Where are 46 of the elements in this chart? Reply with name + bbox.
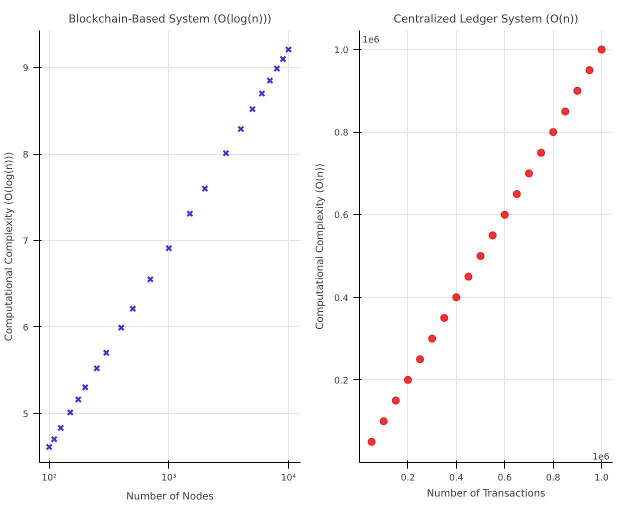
x-tick-label: 10⁴	[280, 474, 296, 484]
y-tick-label: 7	[22, 236, 29, 247]
x-axis-title: Number of Transactions	[426, 488, 546, 500]
y-tick-label: 1.0	[334, 46, 349, 56]
y-tick-label: 0.6	[334, 211, 349, 222]
point	[440, 314, 448, 322]
y-tick-label: 8	[22, 150, 29, 161]
point	[392, 396, 400, 405]
y-tick-label: 9	[22, 64, 29, 74]
point	[488, 231, 497, 240]
point	[464, 272, 472, 281]
point	[586, 66, 594, 74]
x-tick-label: 1.0	[594, 474, 610, 484]
point	[416, 355, 424, 364]
point	[500, 210, 509, 219]
point	[476, 252, 485, 260]
x-tick-label: 0.4	[449, 474, 464, 484]
point	[512, 190, 521, 198]
y-axis-title: Computational Complexity (O(log(n)))	[4, 152, 15, 342]
x-tick-label: 0.6	[498, 474, 512, 484]
x-tick-label: 10²	[42, 474, 58, 484]
annotation: 1e6	[362, 36, 380, 46]
point	[380, 417, 388, 426]
point	[537, 148, 546, 157]
point	[452, 293, 460, 302]
y-tick-label: 0.4	[334, 294, 349, 304]
point	[598, 46, 606, 54]
point	[404, 376, 412, 384]
y-tick-label: 5	[22, 410, 29, 420]
y-tick-label: 6	[22, 323, 29, 334]
point	[549, 128, 558, 136]
y-axis-title: Computational Complexity (O(n))	[315, 163, 326, 330]
x-tick-label: 0.2	[400, 474, 416, 484]
point	[428, 334, 436, 343]
x-tick-label: 0.8	[546, 474, 561, 484]
point	[561, 107, 570, 116]
annotation: 1e6	[592, 452, 610, 462]
point	[524, 169, 533, 178]
chart-title: Centralized Ledger System (O(n))	[394, 12, 578, 26]
x-axis-title: Number of Nodes	[126, 492, 214, 502]
y-tick-label: 0.8	[334, 128, 349, 139]
chart-title: Blockchain-Based System (O(log(n)))	[68, 12, 272, 26]
point	[368, 438, 376, 446]
point	[573, 86, 582, 95]
x-tick-label: 10³	[161, 474, 177, 484]
y-tick-label: 0.2	[334, 376, 349, 386]
